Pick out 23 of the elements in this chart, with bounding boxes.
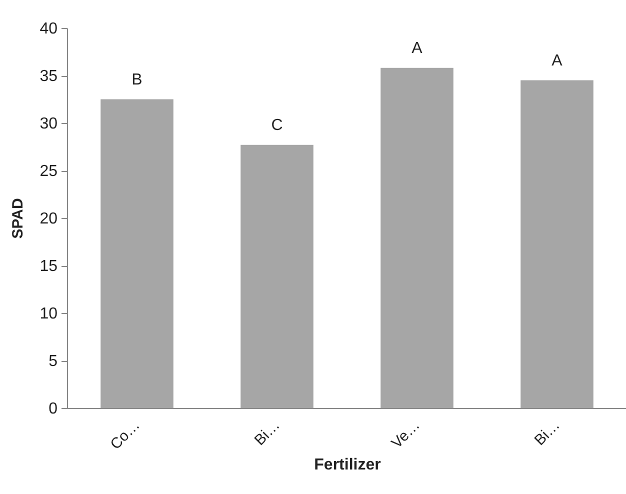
y-tick-label: 35 — [40, 68, 58, 85]
y-tick-label: 15 — [40, 258, 58, 275]
x-tick-label: Bi… — [251, 416, 284, 449]
y-axis-title: SPAD — [10, 198, 27, 239]
x-axis-title: Fertilizer — [314, 456, 381, 474]
x-tick-label: Bi… — [531, 416, 564, 449]
x-tick-label: Ve… — [388, 416, 424, 452]
annotation: B — [132, 71, 142, 88]
bar — [520, 80, 594, 408]
x-tick-label: Co… — [107, 416, 144, 454]
y-tick-label: 40 — [40, 20, 58, 38]
bar — [240, 144, 314, 408]
y-tick-label: 10 — [40, 306, 58, 322]
annotation: A — [412, 40, 423, 57]
y-tick-label: 5 — [48, 353, 58, 370]
annotation: A — [552, 52, 563, 70]
y-tick-label: 25 — [40, 163, 58, 180]
y-tick-label: 20 — [40, 210, 58, 228]
y-tick-label: 30 — [40, 116, 58, 132]
bar — [100, 99, 174, 408]
annotation: C — [271, 116, 283, 134]
bar — [380, 68, 454, 408]
y-tick-label: 0 — [48, 400, 58, 418]
